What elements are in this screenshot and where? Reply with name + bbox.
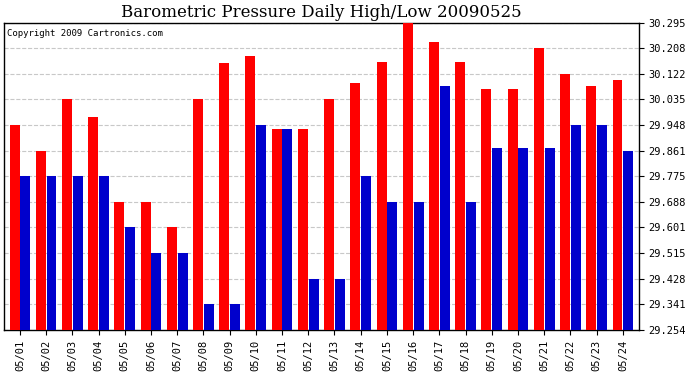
- Text: Copyright 2009 Cartronics.com: Copyright 2009 Cartronics.com: [8, 29, 164, 38]
- Bar: [482, 89, 491, 330]
- Bar: [544, 148, 555, 330]
- Bar: [46, 176, 57, 330]
- Bar: [466, 202, 476, 330]
- Bar: [219, 63, 229, 330]
- Bar: [72, 176, 83, 330]
- Bar: [571, 125, 581, 330]
- Bar: [361, 176, 371, 330]
- Bar: [597, 125, 607, 330]
- Bar: [308, 279, 319, 330]
- Bar: [586, 86, 596, 330]
- Bar: [613, 80, 622, 330]
- Bar: [518, 148, 529, 330]
- Bar: [10, 125, 19, 330]
- Bar: [151, 253, 161, 330]
- Bar: [403, 23, 413, 330]
- Bar: [413, 202, 424, 330]
- Bar: [167, 228, 177, 330]
- Bar: [141, 202, 150, 330]
- Bar: [230, 304, 240, 330]
- Bar: [440, 86, 450, 330]
- Bar: [99, 176, 109, 330]
- Bar: [246, 56, 255, 330]
- Bar: [387, 202, 397, 330]
- Bar: [298, 129, 308, 330]
- Bar: [455, 62, 465, 330]
- Bar: [125, 228, 135, 330]
- Bar: [324, 99, 334, 330]
- Title: Barometric Pressure Daily High/Low 20090525: Barometric Pressure Daily High/Low 20090…: [121, 4, 522, 21]
- Bar: [256, 125, 266, 330]
- Bar: [335, 279, 345, 330]
- Bar: [282, 129, 293, 330]
- Bar: [193, 99, 203, 330]
- Bar: [492, 148, 502, 330]
- Bar: [88, 117, 98, 330]
- Bar: [20, 176, 30, 330]
- Bar: [272, 129, 282, 330]
- Bar: [115, 202, 124, 330]
- Bar: [377, 62, 386, 330]
- Bar: [560, 74, 570, 330]
- Bar: [177, 253, 188, 330]
- Bar: [36, 151, 46, 330]
- Bar: [62, 99, 72, 330]
- Bar: [623, 151, 633, 330]
- Bar: [204, 304, 214, 330]
- Bar: [508, 89, 518, 330]
- Bar: [534, 48, 544, 330]
- Bar: [351, 83, 360, 330]
- Bar: [429, 42, 439, 330]
